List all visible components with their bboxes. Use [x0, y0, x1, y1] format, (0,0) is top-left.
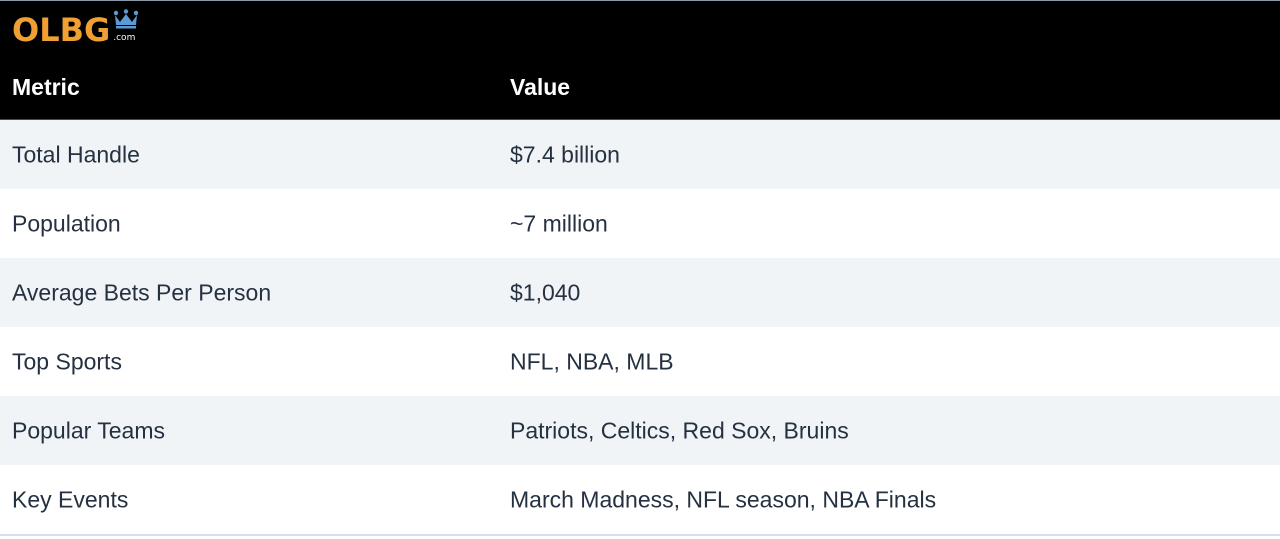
- value-cell: March Madness, NFL season, NBA Finals: [510, 486, 937, 512]
- table-row: Popular Teams Patriots, Celtics, Red Sox…: [0, 396, 1280, 465]
- table-row: Total Handle $7.4 billion: [0, 120, 1280, 189]
- metric-cell: Top Sports: [12, 348, 122, 374]
- value-cell: Patriots, Celtics, Red Sox, Bruins: [510, 417, 849, 443]
- metric-cell: Population: [12, 210, 121, 236]
- table-row: Key Events March Madness, NFL season, NB…: [0, 465, 1280, 534]
- crown-icon: [114, 9, 139, 29]
- column-header-metric: Metric: [12, 74, 80, 100]
- table-row: Population ~7 million: [0, 189, 1280, 258]
- table-row: Average Bets Per Person $1,040: [0, 258, 1280, 327]
- logo-suffix: .com: [113, 33, 136, 43]
- olbg-logo: OLBG .com: [12, 7, 141, 47]
- logo-text: OLBG: [12, 11, 111, 49]
- table-header: OLBG .com Metric Value: [0, 1, 1280, 120]
- value-cell: ~7 million: [510, 210, 608, 236]
- metric-cell: Average Bets Per Person: [12, 279, 272, 305]
- value-cell: $1,040: [510, 279, 581, 305]
- metric-cell: Key Events: [12, 486, 129, 512]
- table-row: Top Sports NFL, NBA, MLB: [0, 327, 1280, 396]
- metric-cell: Total Handle: [12, 141, 140, 167]
- logo-side: .com: [111, 7, 141, 47]
- value-cell: $7.4 billion: [510, 141, 620, 167]
- metric-cell: Popular Teams: [12, 417, 165, 443]
- column-header-value: Value: [510, 74, 571, 100]
- value-cell: NFL, NBA, MLB: [510, 348, 674, 374]
